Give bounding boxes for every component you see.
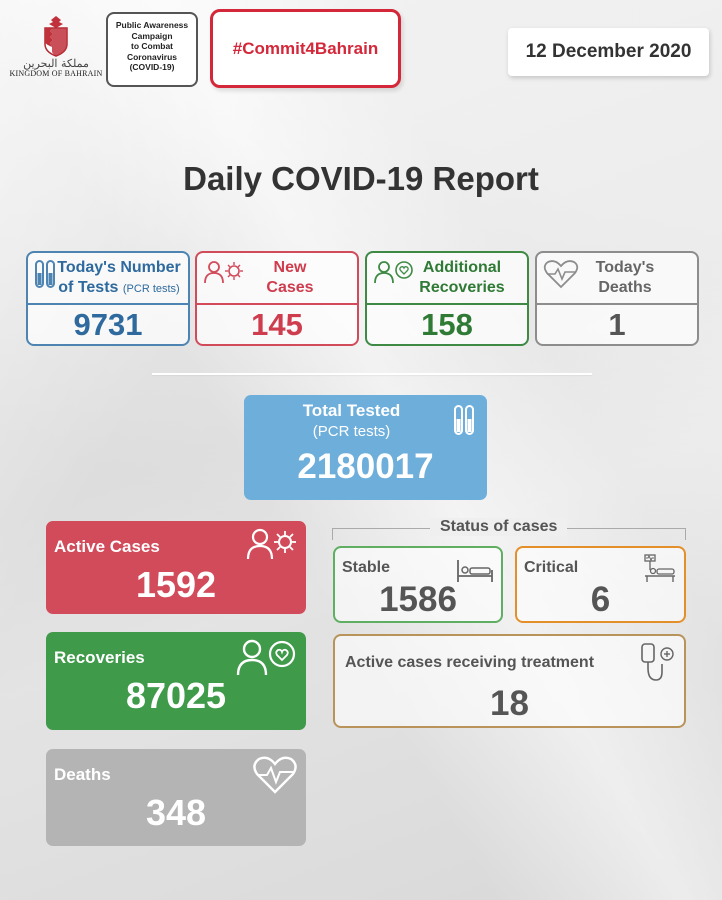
heart-pulse-icon xyxy=(543,259,579,295)
critical-box: Critical 6 xyxy=(515,546,686,623)
todays-deaths-label: Today's Deaths xyxy=(537,253,697,305)
status-title: Status of cases xyxy=(430,518,568,536)
total-tested-label: Total Tested xyxy=(302,401,401,420)
stable-label: Stable xyxy=(342,559,391,576)
daily-tests-label-2: of Tests xyxy=(58,278,119,296)
test-tubes-icon xyxy=(34,259,56,299)
additional-recoveries-label: Additional Recoveries xyxy=(367,253,527,305)
recoveries-card: Recoveries 87025 xyxy=(46,632,306,730)
stable-value: 1586 xyxy=(379,580,457,619)
hashtag-text: #Commit4Bahrain xyxy=(232,38,379,58)
daily-tests-box: Today's Number of Tests (PCR tests) 9731 xyxy=(26,251,190,346)
additional-recoveries-box: Additional Recoveries 158 xyxy=(365,251,529,346)
kingdom-arabic-name: مملكة البحرين xyxy=(23,57,89,70)
person-virus-icon xyxy=(246,527,298,568)
todays-deaths-label-2: Deaths xyxy=(598,279,652,296)
campaign-line: to Combat xyxy=(130,41,174,51)
recoveries-label: Recoveries xyxy=(54,648,145,667)
critical-label: Critical xyxy=(524,559,579,576)
active-cases-label: Active Cases xyxy=(54,537,160,556)
todays-deaths-value: 1 xyxy=(608,306,626,342)
total-tested-card: Total Tested (PCR tests) 2180017 xyxy=(244,395,487,500)
additional-recoveries-label-2: Recoveries xyxy=(419,279,505,296)
stable-box: Stable 1586 xyxy=(333,546,503,623)
hospital-bed-icon xyxy=(456,558,494,589)
report-date-text: 12 December 2020 xyxy=(525,41,692,62)
test-tubes-icon xyxy=(453,404,475,445)
todays-deaths-box: Today's Deaths 1 xyxy=(535,251,699,346)
daily-tests-label: Today's Number of Tests (PCR tests) xyxy=(28,253,188,305)
campaign-line: Coronavirus xyxy=(126,51,178,62)
campaign-line: Campaign xyxy=(131,30,173,41)
additional-recoveries-label-1: Additional xyxy=(422,259,502,276)
new-cases-value: 145 xyxy=(251,306,303,342)
heart-pulse-icon xyxy=(252,755,298,800)
additional-recoveries-value: 158 xyxy=(421,306,473,342)
new-cases-label: New Cases xyxy=(197,253,357,305)
daily-tests-value: 9731 xyxy=(73,306,143,342)
treatment-value: 18 xyxy=(490,684,529,723)
kingdom-english-name: KINGDOM OF BAHRAIN xyxy=(9,69,103,78)
divider xyxy=(152,373,592,375)
treatment-box: Active cases receiving treatment 18 xyxy=(333,634,686,728)
active-cases-card: Active Cases 1592 xyxy=(46,521,306,614)
active-cases-value: 1592 xyxy=(135,564,217,605)
treatment-label: Active cases receiving treatment xyxy=(345,654,595,671)
total-tested-value: 2180017 xyxy=(297,447,434,486)
page-title: Daily COVID-19 Report xyxy=(183,160,539,197)
campaign-line: (COVID-19) xyxy=(129,62,175,72)
person-heart-icon xyxy=(236,638,298,683)
daily-tests-label-small: (PCR tests) xyxy=(122,282,180,295)
report-date: 12 December 2020 xyxy=(508,28,709,76)
person-virus-icon xyxy=(203,259,245,293)
recoveries-value: 87025 xyxy=(125,675,227,716)
kingdom-emblem: مملكة البحرين KINGDOM OF BAHRAIN xyxy=(8,14,104,88)
campaign-badge: Public Awareness Campaign to Combat Coro… xyxy=(106,12,198,87)
critical-value: 6 xyxy=(590,580,611,619)
icu-bed-icon xyxy=(643,554,677,589)
bahrain-emblem-icon xyxy=(44,16,68,57)
daily-tests-label-1: Today's Number xyxy=(57,258,181,276)
hashtag-badge: #Commit4Bahrain xyxy=(210,9,401,88)
total-tested-sublabel: (PCR tests) xyxy=(312,423,391,440)
new-cases-box: New Cases 145 xyxy=(195,251,359,346)
todays-deaths-label-1: Today's xyxy=(595,259,655,276)
campaign-line: Public Awareness xyxy=(115,20,189,30)
new-cases-label-2: Cases xyxy=(266,279,314,296)
deaths-value: 348 xyxy=(145,792,207,833)
new-cases-label-1: New xyxy=(273,259,307,276)
iv-drip-icon xyxy=(636,642,676,689)
deaths-card: Deaths 348 xyxy=(46,749,306,846)
deaths-label: Deaths xyxy=(54,765,111,784)
person-heart-icon xyxy=(373,259,415,293)
